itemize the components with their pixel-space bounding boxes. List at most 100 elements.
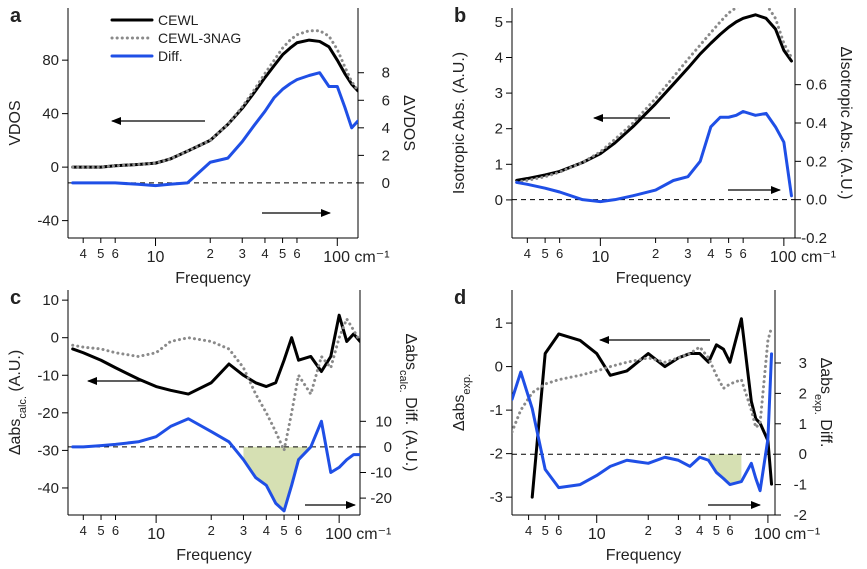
x-tick-label: 5: [279, 246, 286, 261]
y-tick-label: 5: [495, 14, 503, 31]
y-tick-label: -30: [37, 442, 59, 459]
x-tick-label: 100 cm⁻¹: [325, 526, 391, 543]
y-tick-label: 3: [495, 85, 503, 102]
y2-tick-label: 4: [382, 120, 390, 137]
y2-tick-label: 6: [382, 92, 390, 109]
y-tick-label: 10: [42, 292, 59, 309]
axis-label-part: (A.U.): [7, 350, 24, 396]
x-tick-label: 6: [295, 523, 302, 538]
y2-tick-label: -2: [794, 507, 807, 524]
axis-label-part: Δabs: [7, 419, 24, 455]
x-tick-label: 4: [696, 523, 703, 538]
axis-label: ΔIsotropic Abs. (A.U.): [837, 47, 854, 200]
panel: d4 5 6 10 2 3 4 5 6 100 cm⁻¹-3-2-101-2-10123Frequ…: [451, 287, 834, 564]
x-tick-label: 3: [675, 523, 682, 538]
x-tick-label: 2: [207, 246, 214, 261]
series-line: [530, 317, 774, 499]
panel-label: b: [454, 5, 466, 27]
axis-label-part: Diff. (A.U.): [402, 393, 419, 472]
axis-label: Δabscalc. (A.U.): [7, 350, 29, 455]
axis-label-subscript: calc.: [397, 370, 409, 393]
x-tick-label: 3: [239, 246, 246, 261]
y-tick-label: 0: [495, 192, 503, 209]
axis-label: Δabscalc. Diff. (A.U.): [397, 334, 419, 472]
panel-label: d: [454, 287, 466, 309]
y2-tick-label: -20: [370, 490, 392, 507]
x-tick-label: 100 cm⁻¹: [754, 526, 820, 543]
x-tick-label: 6: [740, 246, 747, 261]
x-tick-label: 6: [726, 523, 733, 538]
series-line: [515, 110, 793, 204]
y-tick-label: -2: [490, 446, 503, 463]
y-tick-label: 2: [495, 121, 503, 138]
legend-label: CEWL: [158, 12, 199, 28]
legend-label: Diff.: [158, 48, 183, 64]
x-tick-label: 5: [280, 523, 287, 538]
y2-tick-label: -0.2: [801, 230, 827, 247]
y-tick-label: -10: [37, 367, 59, 384]
x-tick-label: 5: [97, 523, 104, 538]
y2-tick-label: -1: [794, 477, 807, 494]
x-tick-label: 2: [208, 523, 215, 538]
y2-tick-label: 10: [375, 413, 392, 430]
axis-label: Δabsexp. Diff.: [812, 358, 834, 448]
legend-label: CEWL-3NAG: [158, 30, 241, 46]
series-line: [512, 352, 774, 493]
shaded-area: [708, 454, 742, 485]
series-line: [71, 71, 358, 188]
axis-label: Δabsexp.: [451, 374, 473, 431]
x-tick-label: 3: [684, 246, 691, 261]
x-tick-label: 4: [707, 246, 714, 261]
plot-area: [68, 313, 360, 513]
y-tick-label: -1: [490, 402, 503, 419]
series-line: [515, 8, 793, 184]
x-tick-label: 6: [112, 523, 119, 538]
x-tick-label: 6: [555, 523, 562, 538]
annotation-arrows: [87, 114, 781, 509]
axis-label-subscript: exp.: [812, 394, 824, 415]
y-tick-label: 4: [495, 49, 503, 66]
y-tick-label: 0: [51, 330, 59, 347]
x-tick-label: 6: [556, 246, 563, 261]
y2-tick-label: 3: [799, 355, 807, 372]
axis-label-subscript: exp.: [461, 374, 473, 395]
x-tick-label: 10: [147, 249, 165, 266]
y-tick-label: -40: [37, 480, 59, 497]
series-line: [515, 13, 793, 182]
axis-label-part: Diff.: [817, 415, 834, 448]
panel-label: c: [10, 287, 21, 309]
x-tick-label: 4: [525, 523, 532, 538]
x-tick-label: 5: [541, 246, 548, 261]
y2-tick-label: 0.4: [806, 115, 827, 132]
x-tick-label: 5: [97, 246, 104, 261]
y2-tick-label: 0: [384, 439, 392, 456]
y-tick-label: 40: [42, 106, 59, 123]
x-tick-label: 10: [591, 249, 609, 266]
axis-label: ΔVDOS: [400, 95, 417, 151]
x-tick-label: 100 cm⁻¹: [323, 249, 389, 266]
axis-label-part: Δabs: [402, 334, 419, 370]
x-tick-label: 2: [652, 246, 659, 261]
x-tick-label: 6: [293, 246, 300, 261]
panel-label: a: [10, 5, 22, 27]
x-axis-label: Frequency: [616, 270, 692, 287]
plot-area: [68, 29, 358, 188]
plot-area: [512, 8, 795, 204]
y-tick-label: -40: [37, 213, 59, 230]
series-line: [71, 317, 360, 452]
y2-tick-label: 0.6: [806, 77, 827, 94]
series-line: [71, 38, 358, 169]
y-tick-label: 0: [51, 159, 59, 176]
axis-label-subscript: calc.: [17, 396, 29, 419]
x-axis-label: Frequency: [606, 547, 682, 564]
series-line: [71, 417, 360, 513]
axis-label-part: Δabs: [817, 358, 834, 394]
x-tick-label: 100 cm⁻¹: [770, 249, 836, 266]
y2-tick-label: -10: [370, 465, 392, 482]
y-tick-label: -20: [37, 405, 59, 422]
y-tick-label: 1: [495, 315, 503, 332]
y2-tick-label: 0.2: [806, 153, 827, 170]
series-line: [71, 29, 358, 169]
y-tick-label: -3: [490, 489, 503, 506]
